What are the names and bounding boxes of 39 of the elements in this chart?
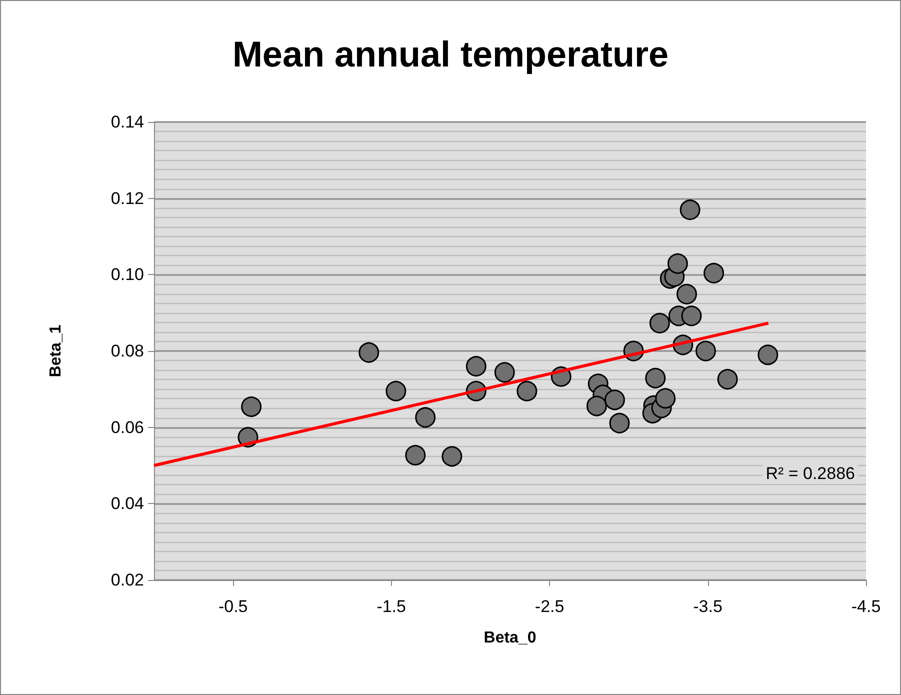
point: [494, 362, 515, 383]
x-tick-label: -4.5: [851, 597, 881, 616]
point: [586, 396, 607, 416]
x-axis-title: Beta_0: [484, 630, 536, 646]
point: [466, 356, 486, 377]
point: [604, 390, 625, 410]
y-tick-label: 0.14: [110, 112, 144, 132]
point: [386, 380, 406, 402]
x-tick-label: -0.5: [218, 597, 248, 616]
y-axis-title: Beta_1: [48, 324, 64, 378]
point: [717, 369, 738, 390]
y-tick-label: 0.08: [110, 342, 144, 360]
point: [358, 342, 380, 363]
point: [241, 396, 262, 417]
point: [667, 253, 688, 274]
point: [681, 306, 702, 326]
point: [695, 340, 716, 362]
x-tick-label: -1.5: [376, 597, 406, 616]
y-tick-label: 0.10: [110, 265, 144, 284]
point: [415, 407, 436, 428]
y-tick-label: 0.12: [110, 188, 144, 208]
x-tick-label: -2.5: [534, 597, 564, 616]
point: [704, 262, 724, 284]
chart-title: Mean annual temperature: [232, 34, 669, 74]
point: [655, 388, 676, 409]
y-tick-label: 0.06: [110, 418, 144, 437]
point: [442, 446, 462, 467]
annotation: R² = 0.2886: [766, 464, 856, 483]
point: [649, 312, 670, 334]
point: [645, 368, 666, 388]
y-tick-label: 0.02: [110, 570, 144, 590]
y-tick-label: 0.04: [110, 494, 144, 514]
point: [758, 344, 778, 366]
x-tick-label: -3.5: [693, 597, 722, 616]
point: [676, 284, 697, 304]
point: [405, 444, 426, 466]
point: [680, 200, 700, 220]
point: [516, 380, 538, 402]
point: [609, 412, 630, 434]
